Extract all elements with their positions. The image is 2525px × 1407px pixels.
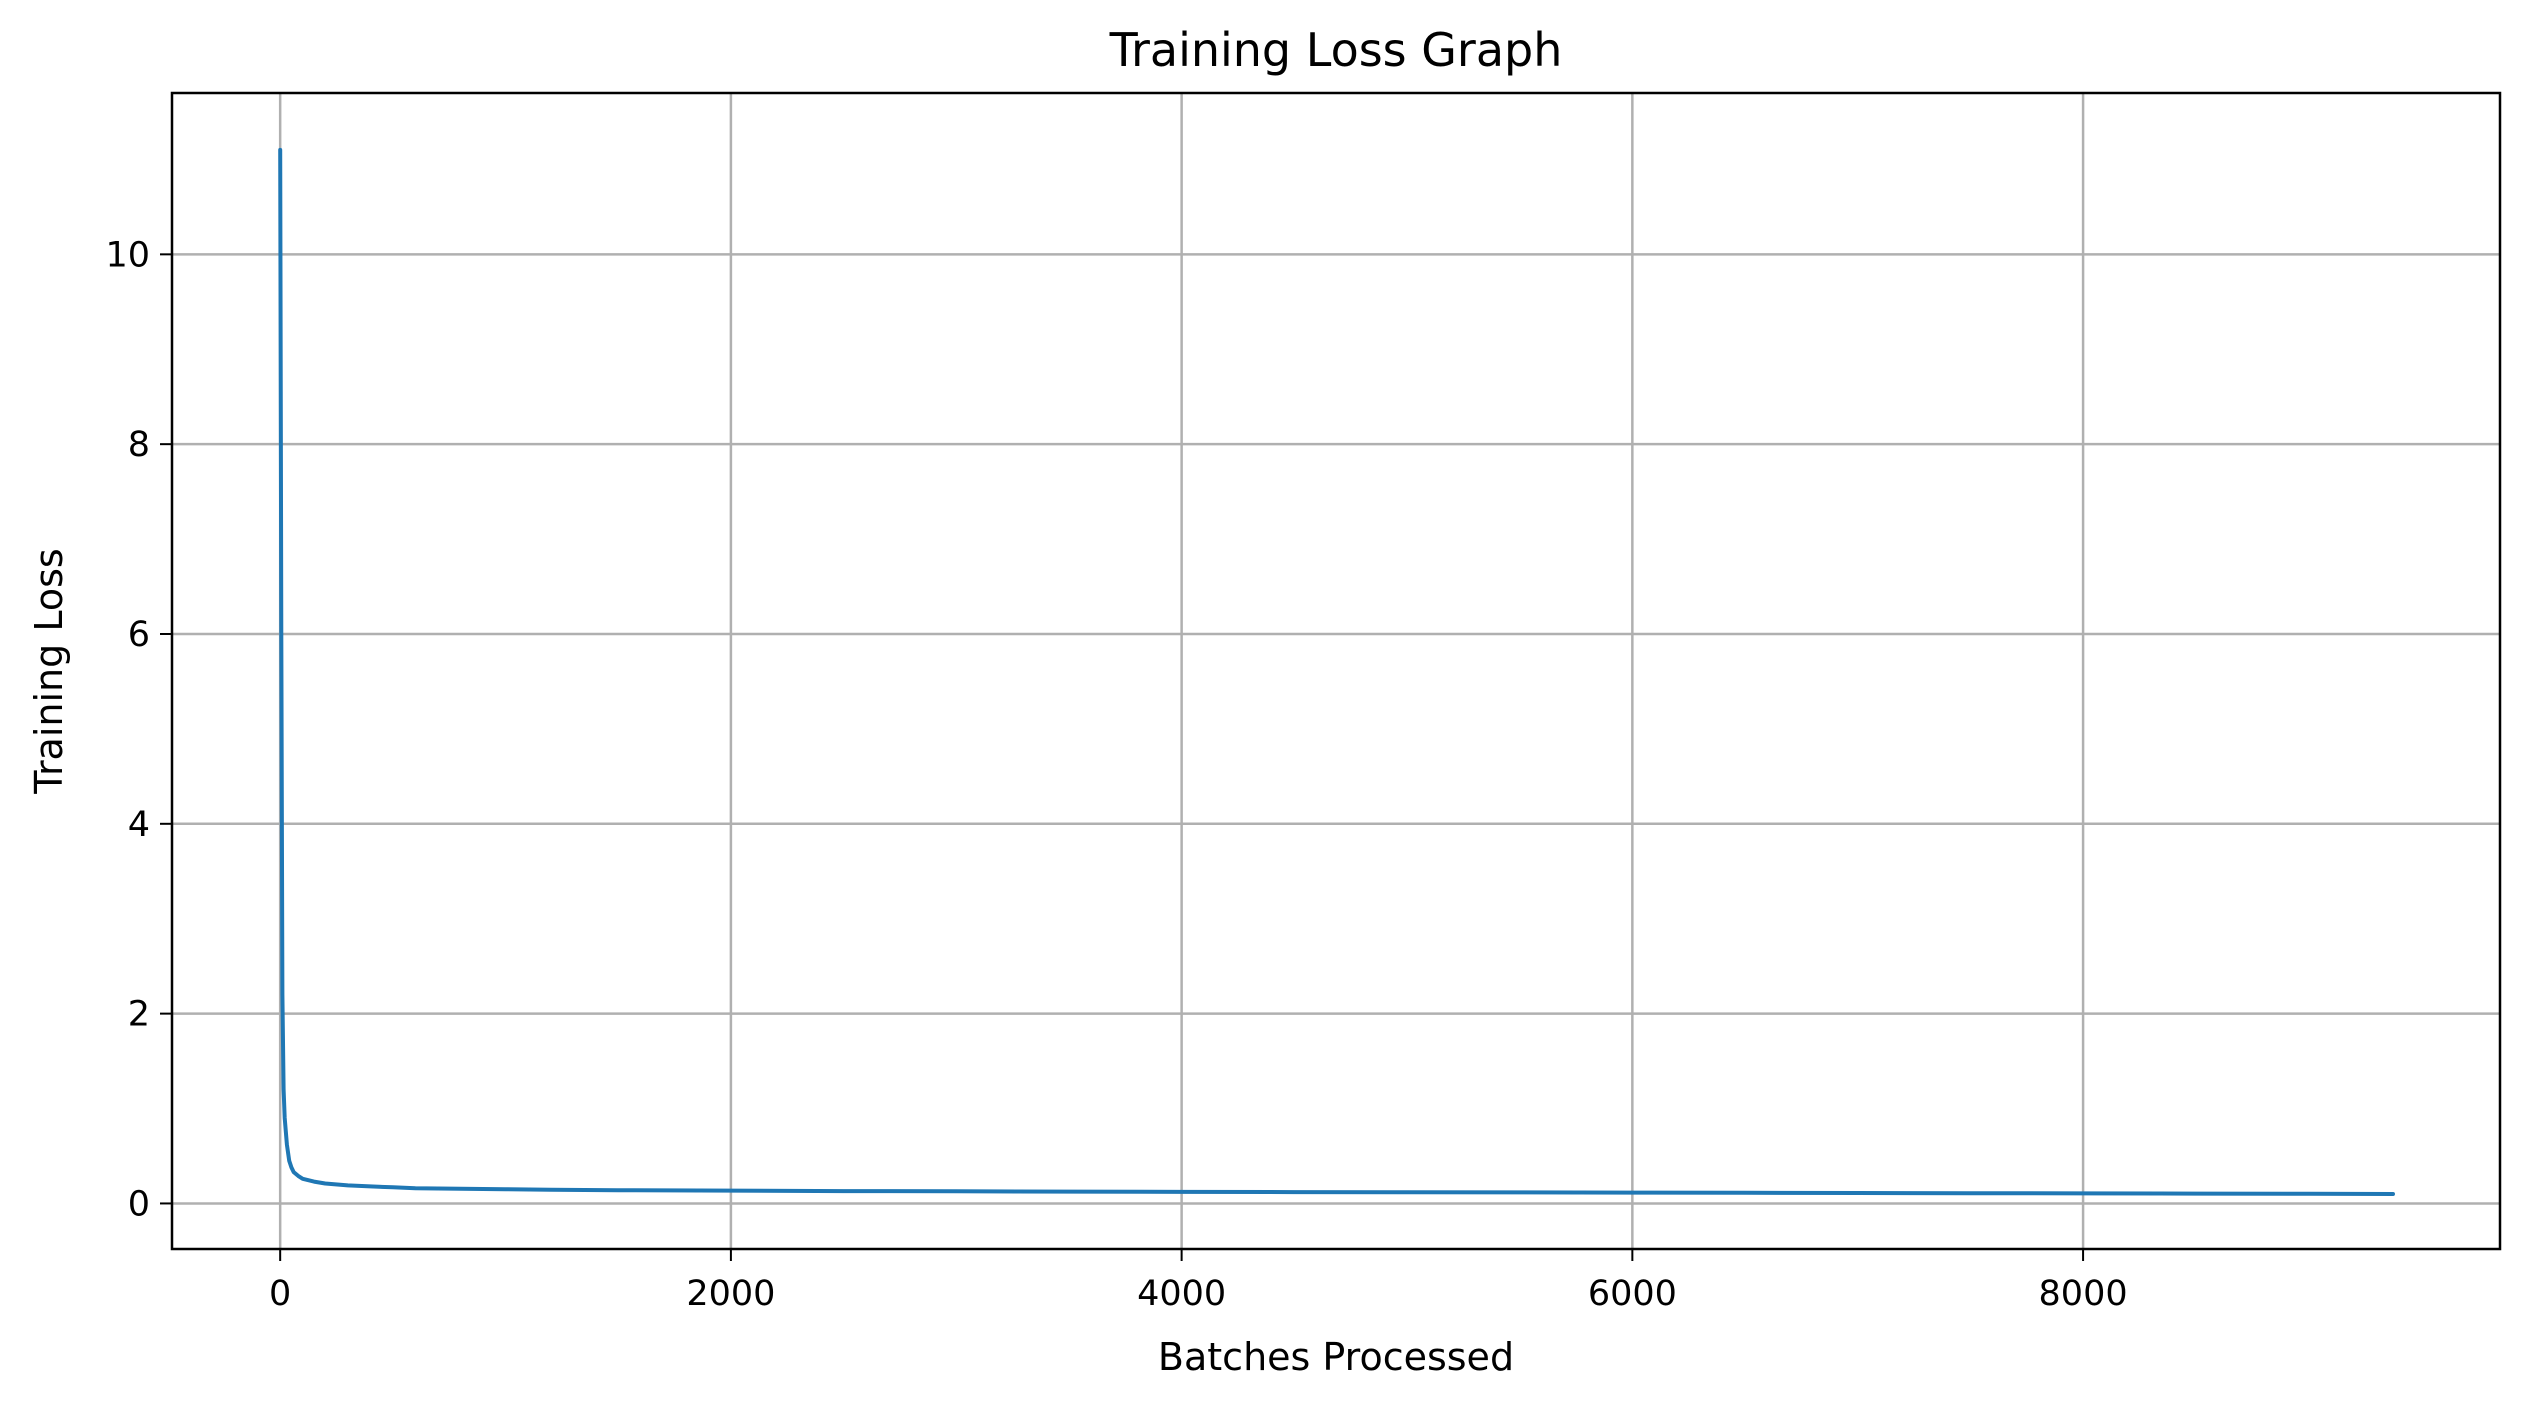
y-tick-label: 8 xyxy=(128,425,150,465)
y-tick-label: 4 xyxy=(128,805,150,845)
loss-series-line xyxy=(278,147,2395,1196)
grid xyxy=(172,93,2500,1249)
x-tick-label: 4000 xyxy=(1137,1274,1226,1314)
plot-frame xyxy=(170,91,2502,1251)
x-tick-label: 2000 xyxy=(686,1274,775,1314)
series-layer xyxy=(278,147,2395,1196)
x-tick-label: 6000 xyxy=(1588,1274,1677,1314)
y-tick-label: 2 xyxy=(128,995,150,1035)
x-tick-label: 8000 xyxy=(2039,1274,2128,1314)
x-axis-label: Batches Processed xyxy=(1158,1335,1514,1379)
x-tick-label: 0 xyxy=(269,1274,291,1314)
y-tick-label: 10 xyxy=(105,235,150,275)
y-tick-label: 6 xyxy=(128,615,150,655)
ticks: 0 2000 4000 6000 8000 0 2 4 6 8 10 xyxy=(105,235,2127,1314)
chart-title: Training Loss Graph xyxy=(1109,23,1563,77)
y-tick-label: 0 xyxy=(128,1184,150,1224)
y-axis-label: Training Loss xyxy=(27,548,71,794)
